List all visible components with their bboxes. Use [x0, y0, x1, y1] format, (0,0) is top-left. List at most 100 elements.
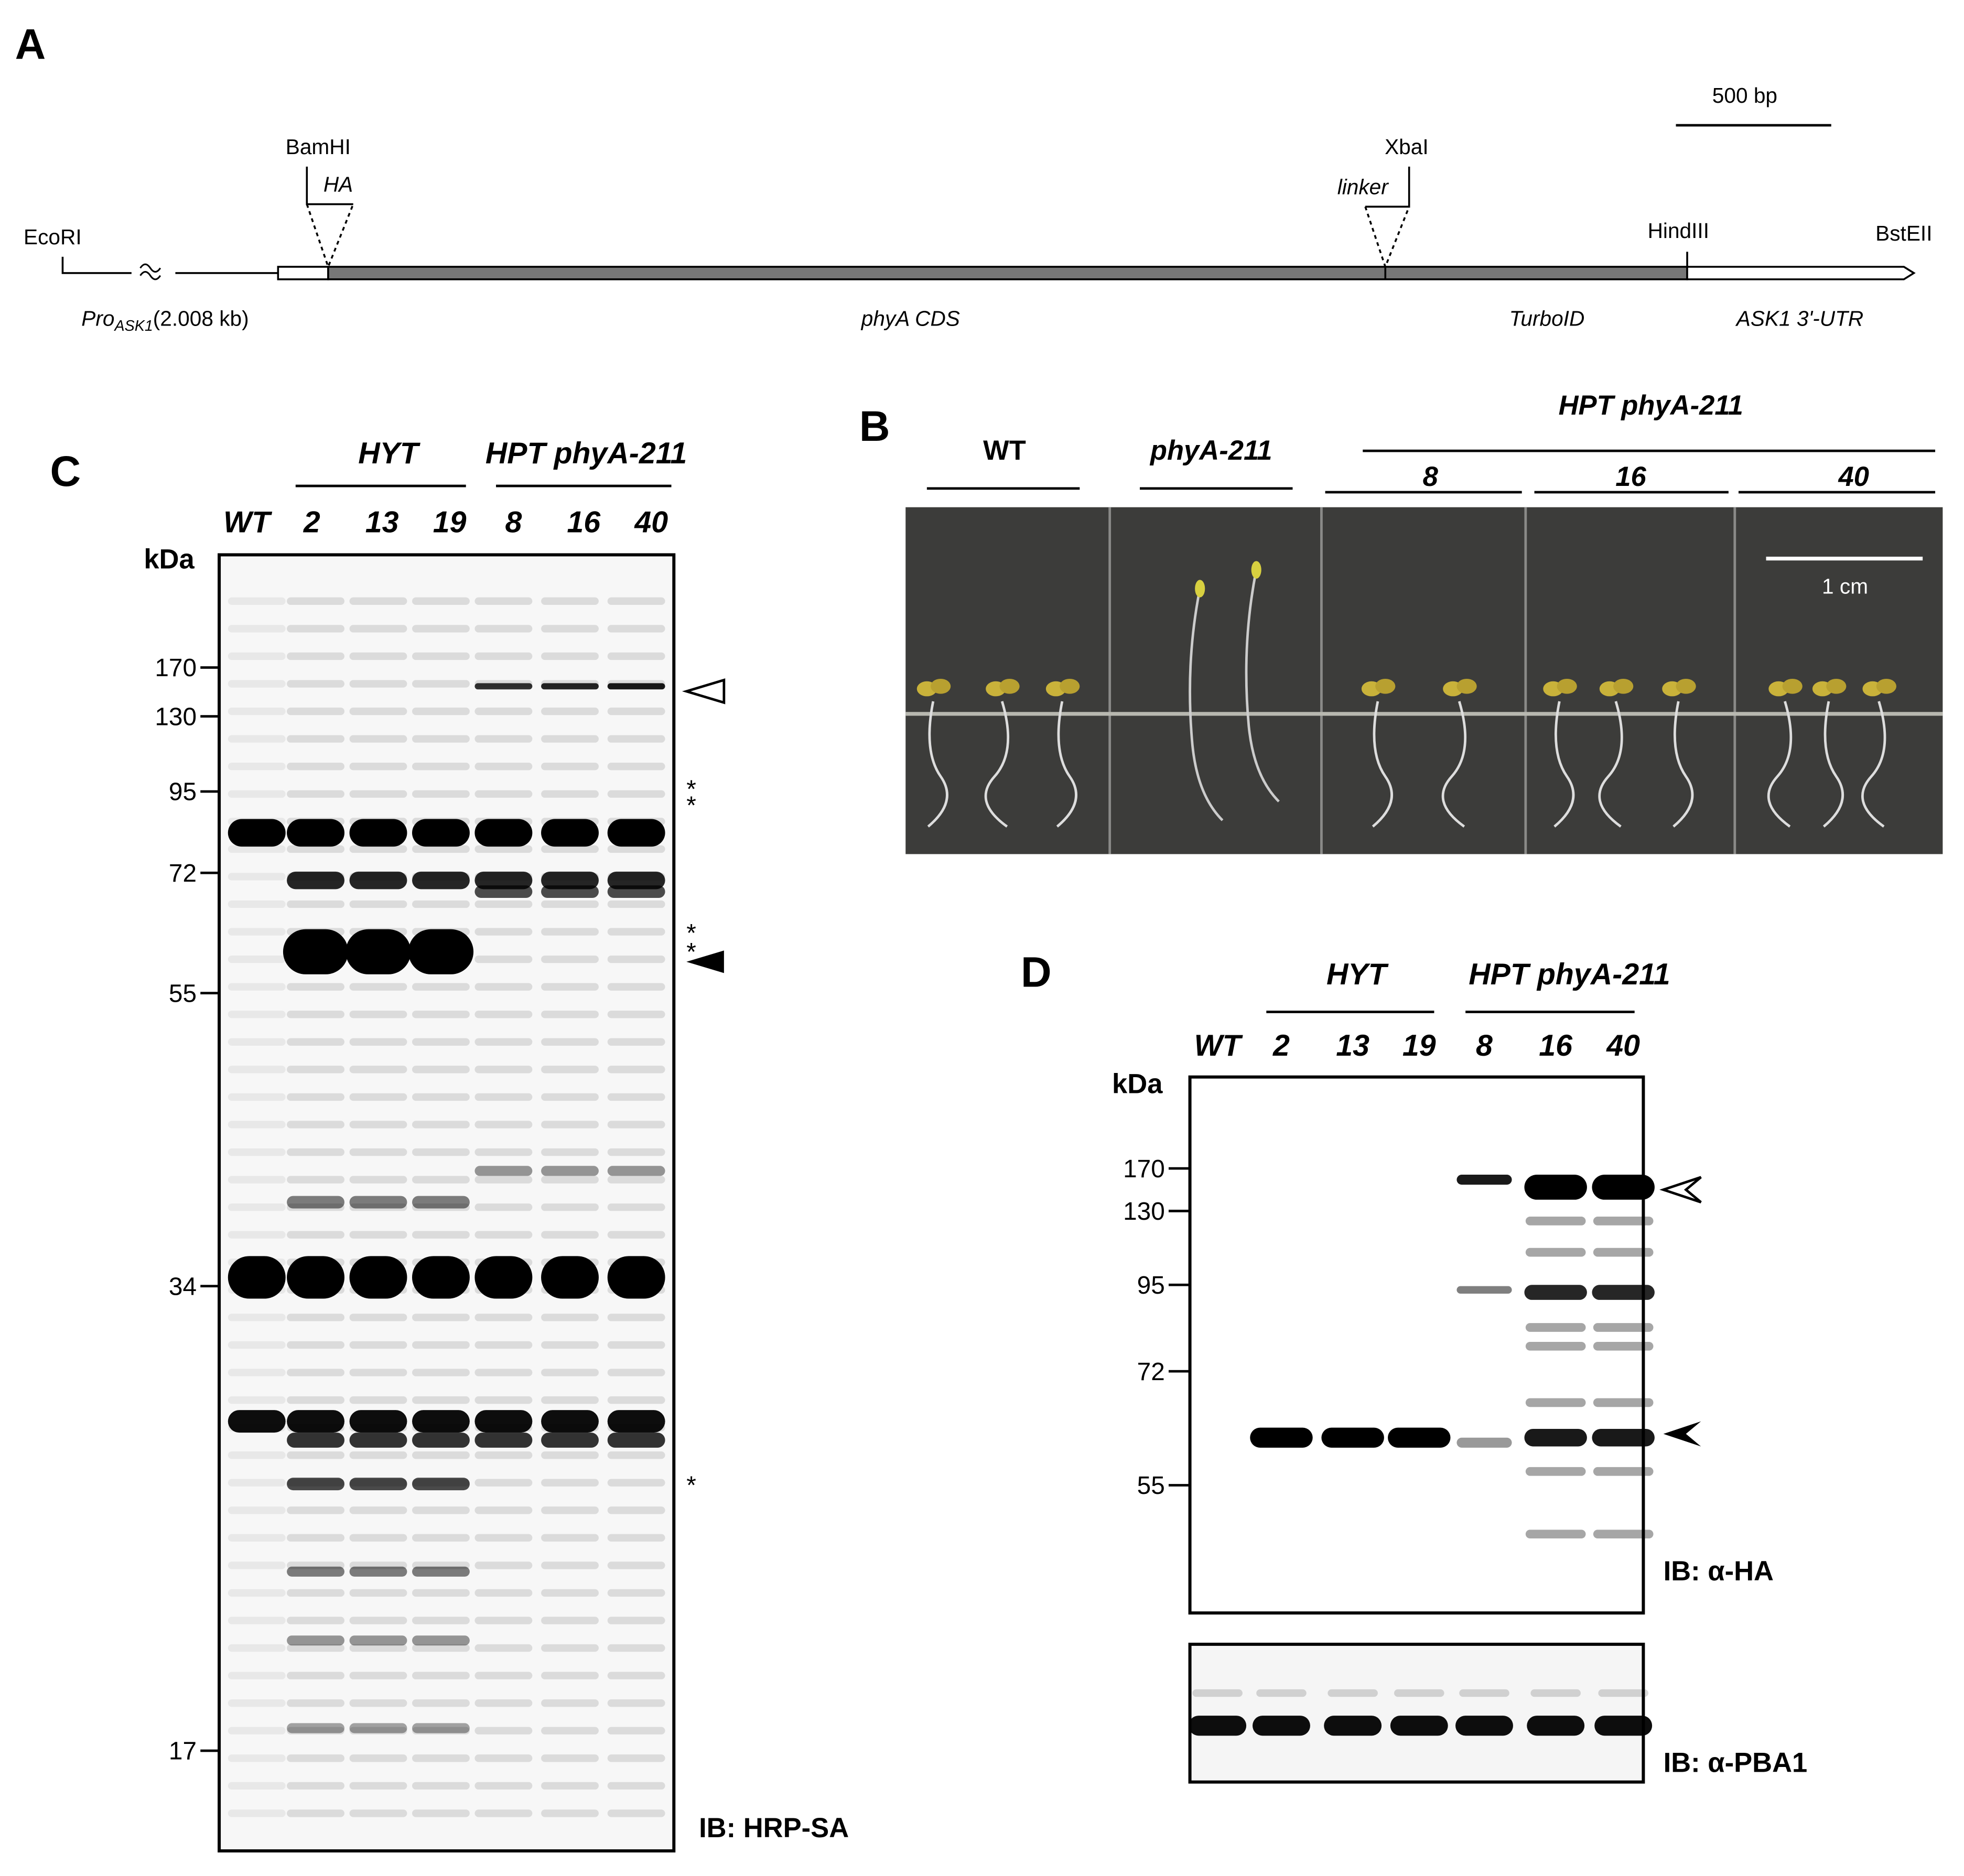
band	[474, 1093, 533, 1101]
band	[228, 1617, 286, 1624]
band	[607, 1672, 665, 1679]
band	[349, 983, 407, 991]
band	[607, 652, 665, 660]
band	[349, 1038, 407, 1046]
band	[474, 1256, 533, 1299]
band	[474, 707, 533, 715]
cotyledon	[931, 678, 951, 694]
open-arrow	[682, 678, 726, 704]
band	[287, 1341, 344, 1349]
band	[474, 819, 533, 847]
region-label: TurboID	[1509, 306, 1585, 330]
band	[1525, 1398, 1586, 1407]
band	[349, 845, 407, 853]
band	[287, 1176, 344, 1184]
marker-label: 130	[155, 703, 197, 731]
lane-label: 2	[1272, 1029, 1290, 1062]
lane-label: 8	[1476, 1029, 1493, 1062]
band	[287, 1451, 344, 1459]
band	[1593, 1341, 1654, 1351]
band	[228, 1451, 286, 1459]
band	[607, 790, 665, 798]
band	[412, 1011, 470, 1018]
band	[228, 900, 286, 908]
band	[607, 735, 665, 743]
band	[349, 1566, 407, 1577]
band	[541, 1644, 599, 1652]
site-label: BamHI	[286, 135, 351, 159]
asterisk: *	[686, 792, 696, 820]
band	[541, 1093, 599, 1101]
band	[287, 983, 344, 991]
band	[287, 1396, 344, 1404]
band	[349, 900, 407, 908]
band	[228, 1561, 286, 1569]
band	[474, 1727, 533, 1734]
lane-label: WT	[223, 505, 273, 539]
band	[287, 1231, 344, 1239]
band	[412, 1093, 470, 1101]
band	[541, 1534, 599, 1542]
band	[349, 1256, 407, 1299]
band	[349, 1782, 407, 1790]
band	[1530, 1689, 1581, 1697]
blot	[1188, 1075, 1645, 1615]
marker-label: 130	[1123, 1198, 1165, 1226]
lane-label: 13	[365, 505, 399, 539]
band	[228, 1727, 286, 1734]
band	[412, 819, 470, 847]
band	[412, 1396, 470, 1404]
band	[541, 683, 599, 690]
band	[541, 1166, 599, 1176]
band	[287, 819, 344, 847]
lane-label: 16	[1539, 1029, 1573, 1062]
band	[287, 1256, 344, 1299]
band	[287, 1754, 344, 1762]
band	[474, 790, 533, 798]
marker-label: 95	[169, 778, 197, 806]
band	[541, 983, 599, 991]
band	[541, 763, 599, 771]
band	[287, 1011, 344, 1018]
band	[474, 763, 533, 771]
band	[287, 845, 344, 853]
band	[474, 1121, 533, 1129]
band	[607, 1396, 665, 1404]
band	[607, 1617, 665, 1624]
band	[607, 1589, 665, 1597]
panel-label: A	[15, 20, 46, 68]
band	[349, 871, 407, 890]
band	[228, 1341, 286, 1349]
band	[228, 790, 286, 798]
band	[287, 1196, 344, 1209]
band	[287, 1121, 344, 1129]
asterisk: *	[686, 939, 696, 967]
band	[474, 1011, 533, 1018]
group-label: HYT	[1326, 958, 1389, 991]
band	[349, 1341, 407, 1349]
band	[287, 1093, 344, 1101]
band	[228, 763, 286, 771]
band	[412, 1754, 470, 1762]
band	[607, 885, 665, 898]
site-label: BstEII	[1875, 221, 1932, 245]
panel-label: D	[1021, 949, 1052, 996]
band	[474, 1672, 533, 1679]
band	[349, 1410, 407, 1433]
panel-label: C	[50, 448, 81, 495]
band	[412, 1534, 470, 1542]
band	[541, 1617, 599, 1624]
site-label: HindIII	[1648, 219, 1709, 243]
band	[412, 1723, 470, 1733]
lane-label: 19	[1402, 1029, 1436, 1062]
seedling-root	[927, 701, 948, 828]
band	[474, 1231, 533, 1239]
band	[228, 845, 286, 853]
band	[412, 983, 470, 991]
band	[349, 680, 407, 688]
band	[412, 1038, 470, 1046]
band	[541, 900, 599, 908]
band	[412, 1617, 470, 1624]
band	[1593, 1530, 1654, 1539]
band	[541, 790, 599, 798]
